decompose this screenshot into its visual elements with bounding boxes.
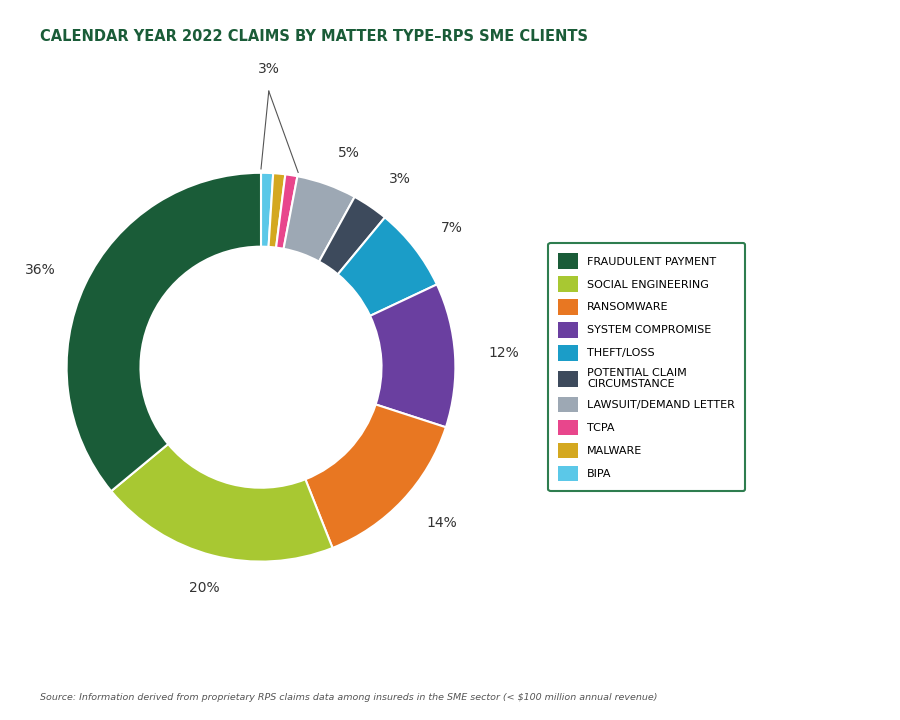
Text: 7%: 7% — [441, 221, 463, 235]
Wedge shape — [268, 174, 285, 248]
Wedge shape — [320, 197, 385, 274]
Text: 3%: 3% — [257, 62, 280, 76]
Text: 36%: 36% — [24, 264, 55, 277]
Wedge shape — [112, 444, 333, 562]
Wedge shape — [261, 173, 274, 247]
Text: 12%: 12% — [488, 346, 518, 360]
Wedge shape — [284, 176, 355, 261]
Text: 20%: 20% — [189, 580, 220, 595]
Legend: FRAUDULENT PAYMENT, SOCIAL ENGINEERING, RANSOMWARE, SYSTEM COMPROMISE, THEFT/LOS: FRAUDULENT PAYMENT, SOCIAL ENGINEERING, … — [548, 243, 745, 491]
Text: 14%: 14% — [427, 516, 457, 530]
Wedge shape — [67, 173, 261, 491]
Wedge shape — [338, 217, 436, 316]
Wedge shape — [370, 284, 455, 427]
Text: 3%: 3% — [389, 172, 410, 186]
Wedge shape — [305, 405, 446, 548]
Text: Source: Information derived from proprietary RPS claims data among insureds in t: Source: Information derived from proprie… — [40, 693, 658, 702]
Text: CALENDAR YEAR 2022 CLAIMS BY MATTER TYPE–RPS SME CLIENTS: CALENDAR YEAR 2022 CLAIMS BY MATTER TYPE… — [40, 29, 589, 44]
Text: 5%: 5% — [338, 146, 360, 160]
Wedge shape — [276, 174, 297, 249]
